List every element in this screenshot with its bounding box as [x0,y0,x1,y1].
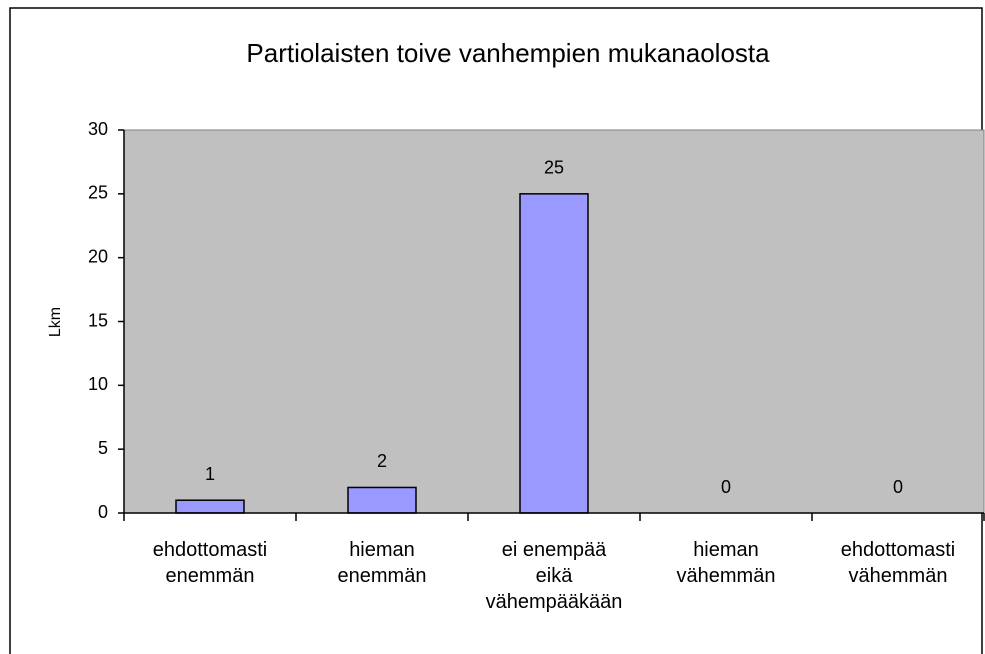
x-tick-label-box: ei enempää eikä vähempääkään [485,539,623,613]
chart-title: Partiolaisten toive vanhempien mukanaolo… [246,38,770,68]
y-tick-label: 20 [88,246,108,266]
value-label: 25 [544,158,564,178]
x-tick-label-box: hieman vähemmän [676,539,776,587]
y-tick-label: 10 [88,374,108,394]
x-tick-label: ehdottomasti vähemmän [840,539,956,587]
x-tick-label: ei enempää eikä vähempääkään [485,539,623,613]
x-tick-label-box: ehdottomasti vähemmän [840,539,956,587]
x-tick-label-box: hieman enemmän [337,539,427,587]
x-tick-label: hieman enemmän [337,539,427,587]
bar [519,193,589,514]
value-label: 2 [377,451,387,471]
x-tick-label-box: ehdottomasti enemmän [152,539,268,587]
value-label: 0 [721,477,731,497]
x-tick-label: ehdottomasti enemmän [152,539,268,587]
bar [175,499,245,514]
y-tick-label: 25 [88,183,108,203]
value-label: 1 [205,464,215,484]
y-tick-label: 30 [88,119,108,139]
y-axis-label: Lkm [47,307,64,337]
y-tick-label: 15 [88,310,108,330]
x-tick-label: hieman vähemmän [676,539,776,587]
y-tick-label: 5 [98,438,108,458]
value-label: 0 [893,477,903,497]
y-tick-label: 0 [98,502,108,522]
bar [347,486,417,514]
